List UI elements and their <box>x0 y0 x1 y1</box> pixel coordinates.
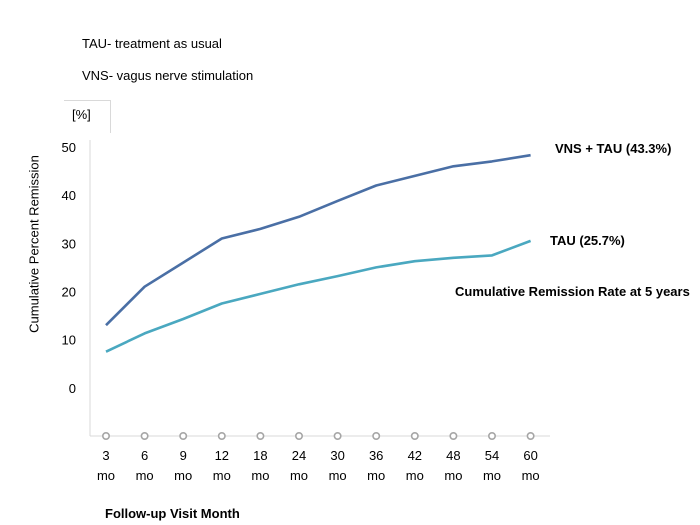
x-tick-unit: mo <box>290 468 308 483</box>
chart-annotation: Cumulative Remission Rate at 5 years <box>455 284 690 299</box>
x-tick-label: 12 <box>215 448 229 463</box>
y-unit-label: [%] <box>72 107 91 122</box>
x-tick-label: 60 <box>523 448 537 463</box>
x-tick-label: 6 <box>141 448 148 463</box>
x-tick-unit: mo <box>444 468 462 483</box>
x-tick-marker <box>449 431 458 440</box>
x-axis-label: Follow-up Visit Month <box>105 506 240 521</box>
note-vns-definition: VNS- vagus nerve stimulation <box>82 68 254 83</box>
x-tick-unit: mo <box>136 468 154 483</box>
x-tick-marker <box>487 431 496 440</box>
x-tick-unit: mo <box>213 468 231 483</box>
x-tick-marker <box>256 431 265 440</box>
x-tick-unit: mo <box>97 468 115 483</box>
x-tick-marker <box>102 431 111 440</box>
x-tick-unit: mo <box>367 468 385 483</box>
x-tick-label: 48 <box>446 448 460 463</box>
x-tick-label: 36 <box>369 448 383 463</box>
y-tick-label: 20 <box>62 285 76 300</box>
x-tick-label: 18 <box>253 448 267 463</box>
y-tick-label: 10 <box>62 333 76 348</box>
y-tick-label: 40 <box>62 188 76 203</box>
x-tick-unit: mo <box>522 468 540 483</box>
x-tick-unit: mo <box>329 468 347 483</box>
x-tick-marker <box>410 431 419 440</box>
x-tick-label: 54 <box>485 448 499 463</box>
x-tick-marker <box>140 431 149 440</box>
x-tick-marker <box>217 431 226 440</box>
x-tick-marker <box>294 431 303 440</box>
series-line-vns-tau <box>105 153 531 327</box>
x-tick-unit: mo <box>483 468 501 483</box>
y-tick-label: 30 <box>62 236 76 251</box>
unit-label-box <box>64 100 111 133</box>
series-label-vns-tau: VNS + TAU (43.3%) <box>555 141 672 156</box>
x-tick-label: 3 <box>102 448 109 463</box>
series-label-tau: TAU (25.7%) <box>550 233 625 248</box>
y-tick-label: 50 <box>62 140 76 155</box>
x-tick-marker <box>372 431 381 440</box>
x-tick-marker <box>179 431 188 440</box>
x-tick-unit: mo <box>251 468 269 483</box>
x-tick-label: 9 <box>180 448 187 463</box>
x-tick-unit: mo <box>174 468 192 483</box>
y-tick-label: 0 <box>69 381 76 396</box>
x-tick-unit: mo <box>406 468 424 483</box>
series-line-tau <box>105 239 532 353</box>
x-tick-label: 42 <box>408 448 422 463</box>
x-tick-marker <box>333 431 342 440</box>
x-tick-label: 30 <box>330 448 344 463</box>
x-tick-marker <box>526 431 535 440</box>
x-tick-label: 24 <box>292 448 306 463</box>
note-tau-definition: TAU- treatment as usual <box>82 36 222 51</box>
